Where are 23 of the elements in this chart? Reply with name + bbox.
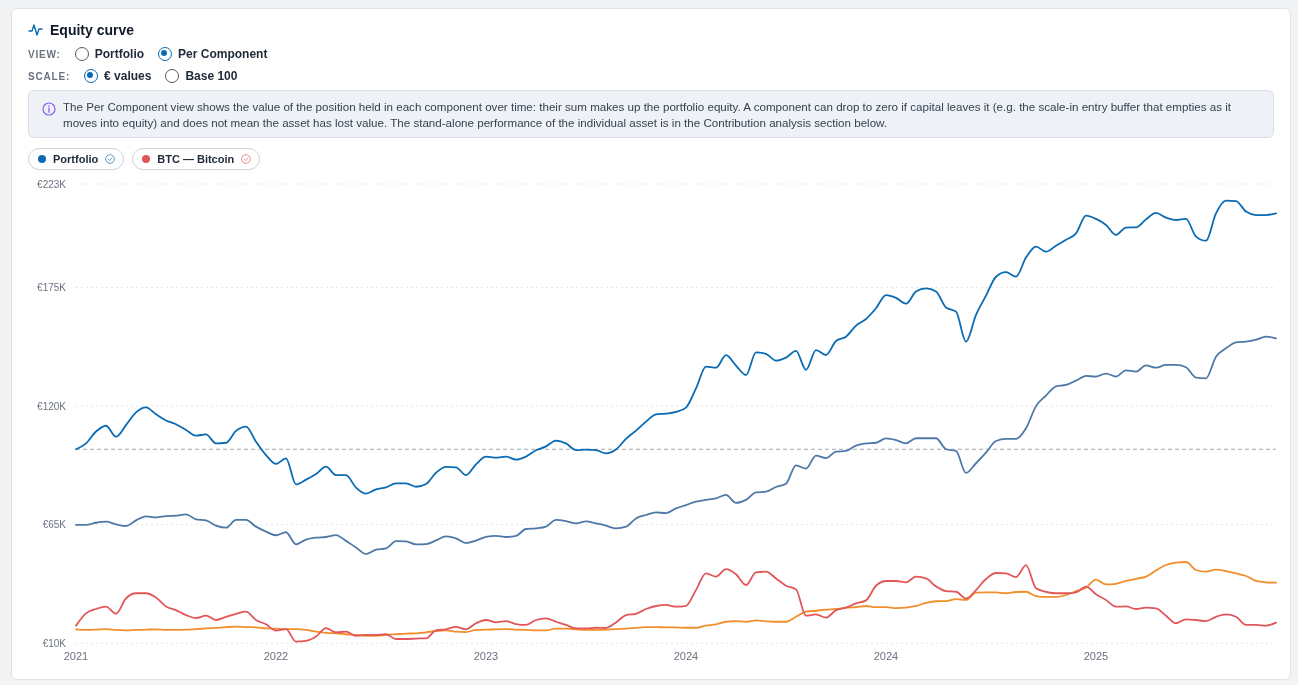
line-series (75, 335, 1277, 555)
text: Per Component (178, 47, 268, 61)
text: VIEW: (28, 48, 61, 60)
y-tick-label: €10K (42, 637, 67, 649)
legend-label: Portfolio (53, 153, 99, 165)
x-tick-label: 2021 (63, 650, 89, 662)
text: The Per Component view shows the value of the position held in each component over time: their sum makes up the portfolio equity. A component can drop to zero if capital leaves it (e.g. the scale-in entry buffer that empties as it moves into equity) and does not mean the asset has lost value. The stand-alone performance of the individual asset is in the Contribution analysis section below. (63, 100, 1231, 129)
text: € values (104, 69, 152, 83)
text: Base 100 (185, 69, 238, 83)
x-tick-label: 2023 (473, 650, 499, 662)
text: Portfolio (94, 47, 145, 61)
x-tick-label: 2022 (263, 650, 289, 662)
y-tick-label: €223K (37, 178, 67, 190)
x-tick-label: 2024 (873, 650, 899, 662)
y-tick-label: €175K (37, 282, 67, 293)
y-tick-label: €120K (37, 400, 67, 412)
line-series (75, 199, 1277, 495)
x-tick-label: 2025 (1083, 650, 1109, 662)
x-tick-label: 2024 (673, 650, 699, 662)
chart-title: Equity curve (50, 22, 135, 38)
y-tick-label: €65K (42, 519, 67, 531)
text: SCALE: (28, 70, 71, 82)
legend-label: BTC — Bitcoin (157, 153, 235, 165)
